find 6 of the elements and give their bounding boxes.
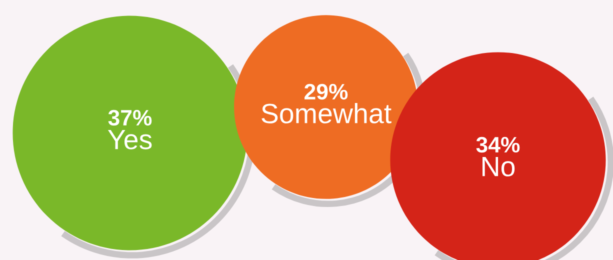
data-label: 37% [108, 110, 152, 126]
category-label: No [482, 157, 515, 176]
data-label: 34% [476, 136, 520, 153]
category-label: Somewhat [262, 103, 392, 124]
category-label: Yes [108, 130, 152, 150]
data-label: 29% [304, 84, 348, 100]
